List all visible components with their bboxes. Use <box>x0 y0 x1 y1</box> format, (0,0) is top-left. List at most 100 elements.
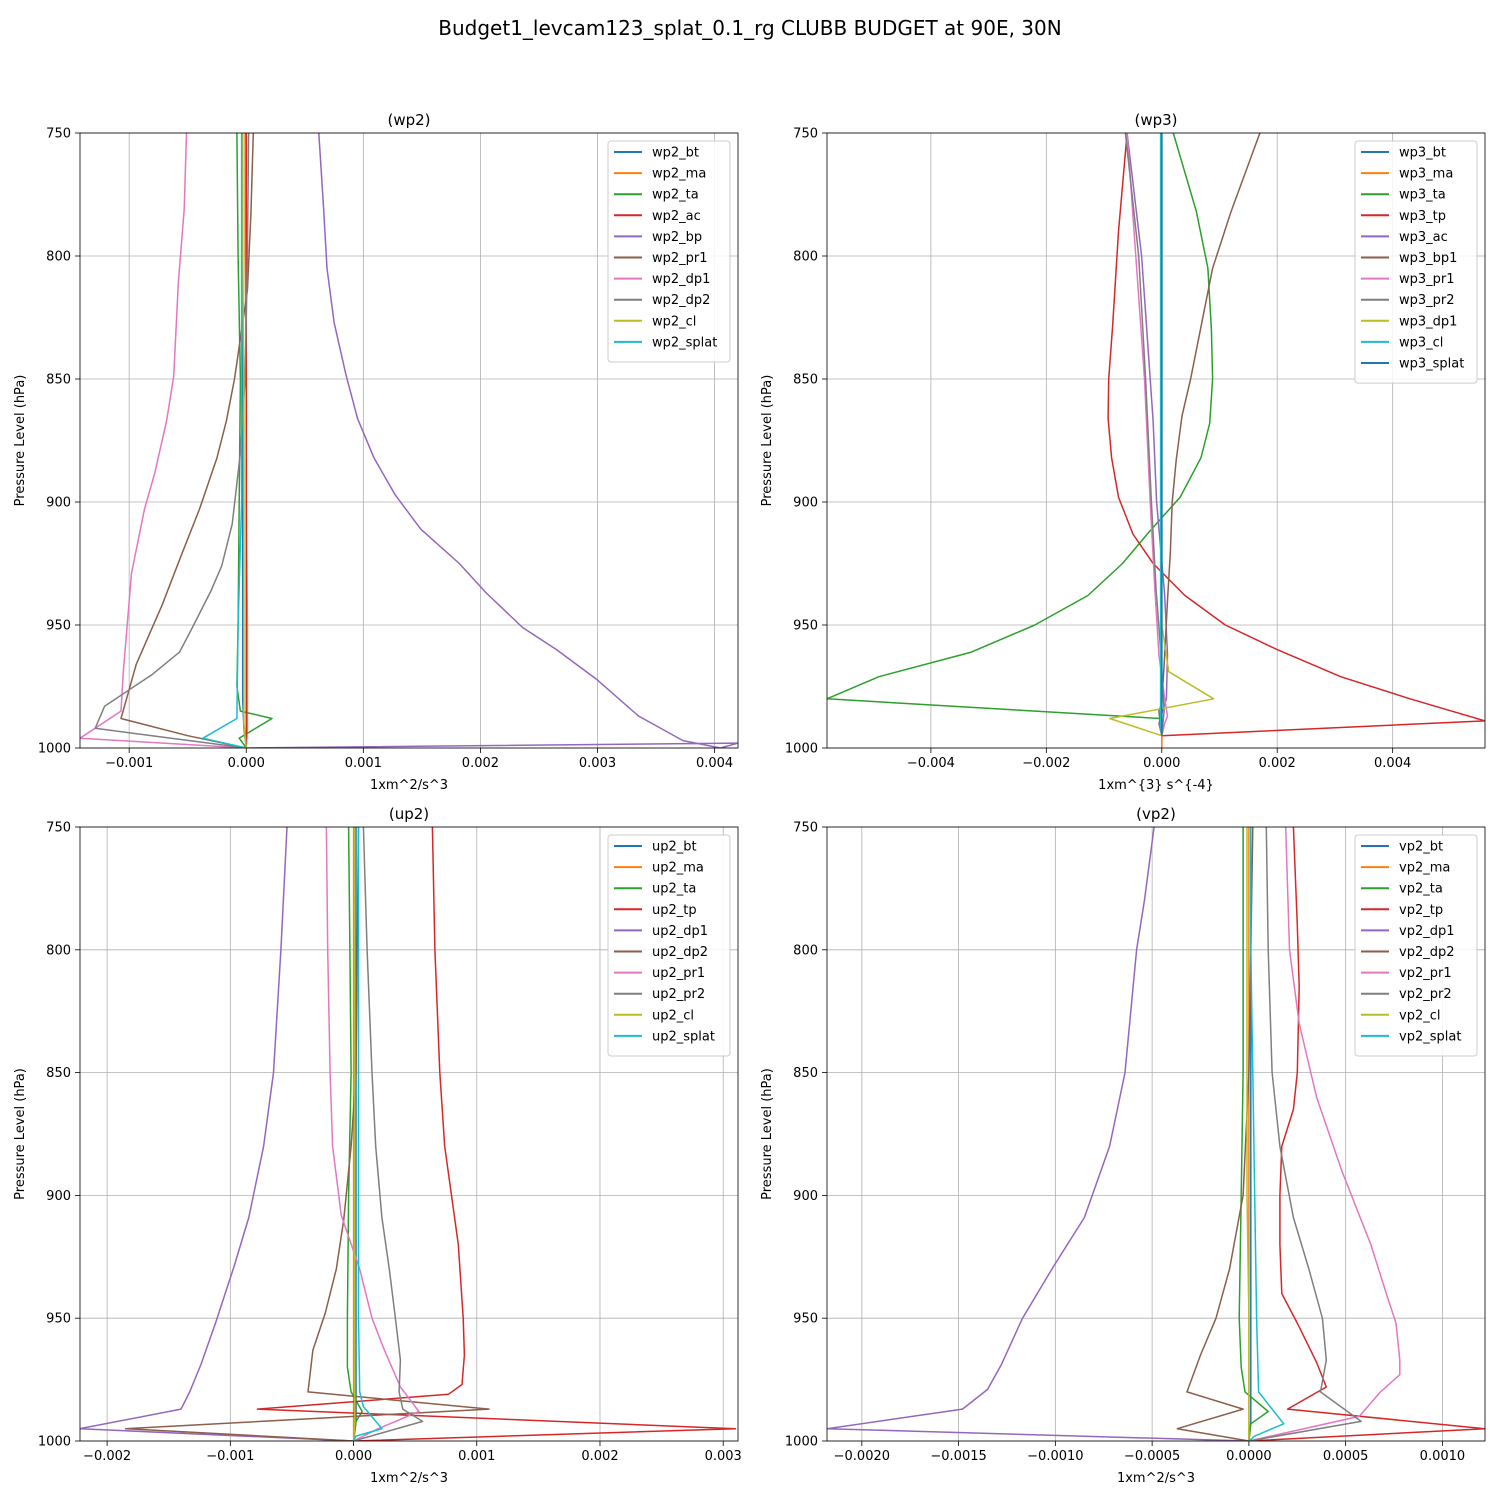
x-tick-label: 0.003 <box>705 1449 742 1464</box>
x-tick-label: 0.000 <box>335 1449 372 1464</box>
series-line-wp3_pr2 <box>1124 133 1165 736</box>
x-tick-label: −0.0010 <box>1027 1449 1083 1464</box>
x-tick-label: −0.002 <box>1022 756 1070 771</box>
legend-entry: wp2_pr1 <box>652 251 708 266</box>
series-line-up2_dp2 <box>124 827 490 1441</box>
legend-entry: up2_bt <box>652 840 697 855</box>
series-line-up2_cl <box>352 827 356 1441</box>
series-group <box>80 827 737 1441</box>
x-tick-label: 0.000 <box>228 756 265 771</box>
legend-box <box>607 834 731 1057</box>
legend-entry: up2_pr2 <box>652 987 705 1002</box>
x-axis-label: 1xm^2/s^3 <box>370 778 448 793</box>
y-tick-label: 900 <box>46 1189 71 1204</box>
legend-entry: wp3_tp <box>1399 209 1446 224</box>
y-axis-label: Pressure Level (hPa) <box>760 1068 775 1200</box>
series-group <box>827 827 1485 1441</box>
axes-frame <box>79 826 739 1442</box>
series-line-wp2_bp <box>246 133 738 748</box>
y-tick-label: 900 <box>46 496 71 511</box>
y-tick-label: 1000 <box>38 1435 71 1450</box>
series-line-vp2_ta <box>1238 827 1269 1441</box>
x-tick-label: 0.0010 <box>1420 1449 1466 1464</box>
legend-entry: wp2_ma <box>652 167 706 182</box>
series-line-vp2_dp2 <box>1176 827 1254 1441</box>
series-line-up2_splat <box>352 827 383 1441</box>
figure-title: Budget1_levcam123_splat_0.1_rg CLUBB BUD… <box>438 16 1062 40</box>
x-tick-label: −0.0015 <box>930 1449 986 1464</box>
legend-entry: vp2_dp1 <box>1399 924 1455 939</box>
y-axis-label: Pressure Level (hPa) <box>760 375 775 507</box>
legend-entry: up2_pr1 <box>652 966 705 981</box>
series-line-vp2_pr1 <box>1248 827 1401 1441</box>
legend-box <box>1354 140 1478 384</box>
legend: wp3_bt wp3_ma wp3_ta wp3_tp wp3_ac wp3_bp1 wp3… <box>1354 140 1478 384</box>
legend-entry: wp3_ac <box>1399 230 1448 245</box>
series-line-wp2_dp2 <box>94 133 250 748</box>
y-tick-label: 850 <box>793 1066 818 1081</box>
legend-entry: wp2_bt <box>652 146 699 161</box>
y-tick-label: 950 <box>793 619 818 634</box>
panel-title: (wp3) <box>1134 111 1177 129</box>
panel-title: (up2) <box>389 805 429 823</box>
legend-entry: vp2_cl <box>1399 1008 1440 1023</box>
legend: vp2_bt vp2_ma vp2_ta vp2_tp vp2_dp1 vp2_dp2vp… <box>1354 834 1478 1057</box>
series-line-wp3_cl <box>1159 133 1163 736</box>
x-axis-label: 1xm^{3} s^{-4} <box>1098 778 1214 793</box>
legend-entry: vp2_dp2 <box>1399 945 1455 960</box>
x-tick-label: 0.004 <box>696 756 733 771</box>
legend-entry: wp3_bt <box>1399 146 1446 161</box>
panel-title: (wp2) <box>387 111 430 129</box>
legend-entry: vp2_ta <box>1399 882 1443 897</box>
legend-entry: vp2_pr2 <box>1399 987 1452 1002</box>
legend-entry: wp3_pr2 <box>1399 293 1455 308</box>
y-tick-label: 750 <box>46 821 71 836</box>
x-tick-label: 0.003 <box>579 756 616 771</box>
panel-up2: −0.002 −0.001 0.000 0.001 0.002 0.003 750 800 85… <box>13 805 742 1486</box>
y-tick-label: 950 <box>793 1312 818 1327</box>
y-tick-label: 900 <box>793 1189 818 1204</box>
y-tick-label: 750 <box>793 821 818 836</box>
legend-entry: vp2_tp <box>1399 903 1443 918</box>
series-line-wp3_ta <box>827 133 1214 736</box>
x-axis-label: 1xm^2/s^3 <box>1117 1471 1195 1486</box>
x-tick-label: 0.001 <box>345 756 382 771</box>
x-tick-label: 0.002 <box>1259 756 1296 771</box>
y-tick-label: 850 <box>46 373 71 388</box>
x-tick-label: −0.001 <box>206 1449 254 1464</box>
y-tick-label: 800 <box>793 250 818 265</box>
x-axis-label: 1xm^2/s^3 <box>370 1471 448 1486</box>
legend-entry: vp2_splat <box>1399 1029 1461 1044</box>
series-line-up2_tp <box>256 827 737 1441</box>
axes-frame <box>826 826 1486 1442</box>
legend-entry: wp3_dp1 <box>1399 314 1457 329</box>
y-tick-label: 800 <box>46 943 71 958</box>
legend-entry: wp2_ac <box>652 209 701 224</box>
legend-entry: wp2_bp <box>652 230 702 245</box>
panel-title: (vp2) <box>1136 805 1176 823</box>
legend-entry: vp2_bt <box>1399 840 1443 855</box>
legend-entry: up2_cl <box>652 1008 694 1023</box>
legend-entry: wp2_ta <box>652 188 699 203</box>
legend-entry: wp3_cl <box>1399 335 1443 350</box>
series-line-vp2_cl <box>1246 827 1250 1441</box>
legend-entry: up2_ta <box>652 882 696 897</box>
y-tick-label: 800 <box>793 943 818 958</box>
series-line-wp3_tp <box>1107 133 1485 737</box>
legend: wp2_bt wp2_ma wp2_ta wp2_ac wp2_bp wp2_pr1 wp2… <box>607 140 731 363</box>
axes-frame <box>826 132 1486 749</box>
legend-entry: up2_ma <box>652 861 704 876</box>
legend-entry: wp3_pr1 <box>1399 272 1455 287</box>
legend-entry: up2_dp2 <box>652 945 708 960</box>
y-tick-label: 850 <box>46 1066 71 1081</box>
legend-entry: wp2_dp1 <box>652 272 710 287</box>
y-tick-label: 750 <box>46 127 71 142</box>
panel-wp2: −0.001 0.000 0.001 0.002 0.003 0.004 750 800 850… <box>13 111 739 793</box>
y-tick-label: 1000 <box>38 742 71 757</box>
y-axis-label: Pressure Level (hPa) <box>13 1068 28 1200</box>
y-tick-label: 800 <box>46 250 71 265</box>
series-line-wp2_cl <box>241 133 248 748</box>
legend-entry: wp3_ma <box>1399 167 1453 182</box>
legend: up2_bt up2_ma up2_ta up2_tp up2_dp1 up2_dp2up… <box>607 834 731 1057</box>
